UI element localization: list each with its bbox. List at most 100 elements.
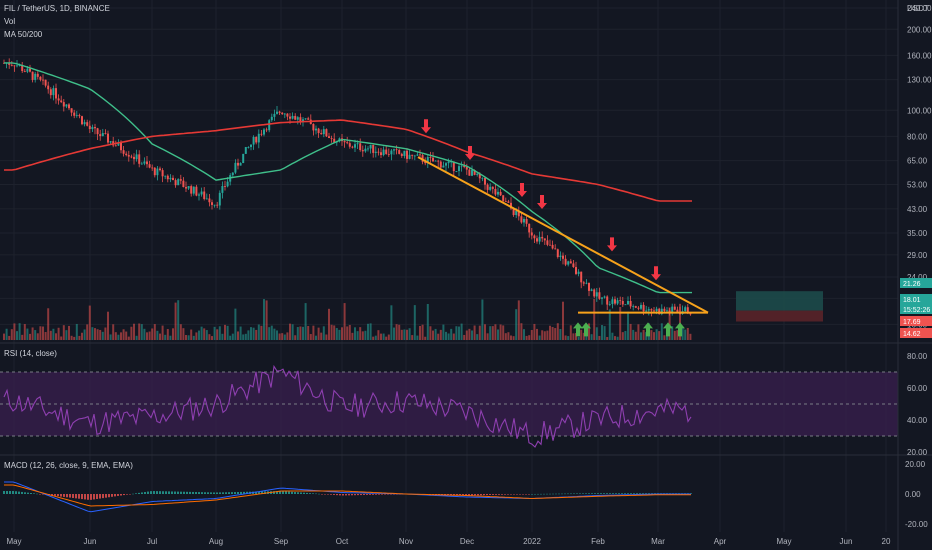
macd-hist-74	[225, 492, 227, 494]
macd-hist-176	[531, 494, 533, 495]
grid	[0, 0, 898, 532]
macd-label[interactable]: MACD (12, 26, close, 9, EMA, EMA)	[4, 461, 133, 470]
volume-bar-62	[164, 334, 167, 340]
macd-hist-27	[84, 494, 86, 500]
macd-hist-56	[171, 491, 173, 494]
candle-body-21	[57, 98, 60, 101]
macd-hist-172	[519, 494, 521, 495]
macd-hist-50	[153, 491, 155, 494]
candle-body-127	[333, 138, 336, 143]
macd-hist-102	[309, 493, 311, 494]
macd-hist-78	[237, 491, 239, 494]
macd-hist-41	[126, 494, 128, 495]
volume-bar-252	[658, 331, 661, 340]
candle-body-34	[91, 127, 94, 130]
rsi-axis-label-0: 80.00	[907, 352, 928, 361]
volume-bar-18	[49, 330, 52, 340]
symbol-title[interactable]: FIL / TetherUS, 1D, BINANCE	[4, 4, 110, 13]
candle-body-60	[159, 168, 161, 171]
macd-hist-185	[558, 493, 560, 495]
macd-hist-60	[183, 491, 185, 494]
moving-averages	[4, 62, 692, 294]
volume-bar-52	[138, 323, 141, 340]
volume-bar-206	[538, 335, 541, 340]
volume-bar-178	[465, 330, 468, 340]
rsi-lines	[3, 364, 692, 448]
macd-hist-28	[87, 494, 89, 500]
volume-bar-264	[689, 333, 692, 340]
macd-hist-84	[255, 491, 257, 494]
ma-label[interactable]: MA 50/200	[4, 30, 43, 39]
candle-body-23	[62, 102, 65, 107]
candle-body-174	[455, 171, 458, 172]
volume-bar-22	[60, 336, 63, 340]
macd-hist-165	[498, 494, 500, 495]
candle-body-66	[174, 180, 177, 186]
candle-body-138	[361, 150, 364, 152]
candle-body-116	[304, 118, 307, 120]
candle-body-153	[400, 153, 403, 156]
candle-body-84	[221, 186, 224, 193]
projection-box	[736, 291, 823, 322]
macd-hist-19	[60, 494, 62, 497]
candle-body-168	[439, 161, 442, 168]
volume-bar-102	[268, 327, 271, 340]
volume-bar-46	[122, 329, 125, 340]
candle-body-123	[322, 129, 325, 135]
volume-bar-105	[276, 330, 278, 340]
volume-label[interactable]: Vol	[4, 17, 15, 26]
candle-body-250	[653, 310, 655, 312]
macd-hist-213	[642, 493, 644, 494]
macd-hist-18	[57, 494, 59, 497]
candle-body-165	[432, 157, 434, 162]
candle-body-90	[237, 162, 239, 166]
candle-body-20	[55, 88, 57, 99]
volume-bar-96	[252, 327, 255, 340]
candle-body-64	[169, 177, 172, 180]
candle-body-68	[179, 179, 182, 181]
candle-body-74	[195, 186, 198, 196]
volume-bar-136	[356, 331, 359, 340]
macd-hist-170	[513, 494, 515, 495]
volume-bar-172	[450, 328, 453, 340]
volume-bar-179	[468, 328, 471, 340]
candle-body-209	[546, 240, 549, 245]
volume-bar-43	[114, 332, 117, 340]
macd-hist-122	[369, 494, 371, 495]
candle-body-235	[614, 299, 616, 304]
macd-hist-111	[336, 494, 338, 496]
macd-hist-123	[372, 494, 374, 495]
macd-hist-64	[195, 492, 197, 494]
macd-hist-181	[546, 493, 548, 495]
volume-bar-173	[452, 333, 455, 340]
candle-body-225	[588, 282, 590, 291]
volume-bar-41	[109, 334, 112, 340]
candle-body-121	[317, 128, 320, 134]
candle-body-187	[489, 186, 492, 190]
candle-body-92	[242, 153, 245, 164]
rsi-label[interactable]: RSI (14, close)	[4, 349, 57, 358]
volume-bar-263	[686, 327, 689, 340]
volume-bar-81	[213, 326, 216, 340]
macd-hist-167	[504, 494, 506, 495]
volume-bar-74	[195, 332, 198, 340]
price-tag-2: 15:52:26	[903, 307, 930, 314]
candle-body-254	[663, 308, 666, 311]
candle-body-135	[354, 144, 356, 148]
macd-hist-103	[312, 493, 314, 494]
volume-bar-245	[640, 332, 642, 340]
volume-bar-129	[338, 329, 341, 340]
macd-hist-72	[219, 492, 221, 494]
volume-bar-34	[91, 327, 94, 340]
candle-body-200	[523, 218, 525, 223]
candle-body-161	[421, 155, 424, 162]
candle-body-69	[182, 180, 185, 188]
volume-bar-176	[460, 323, 463, 340]
candle-body-180	[471, 170, 473, 176]
candle-body-22	[60, 100, 63, 103]
macd-hist-96	[291, 491, 293, 494]
candle-body-133	[348, 143, 351, 147]
volume-bar-94	[247, 330, 250, 340]
